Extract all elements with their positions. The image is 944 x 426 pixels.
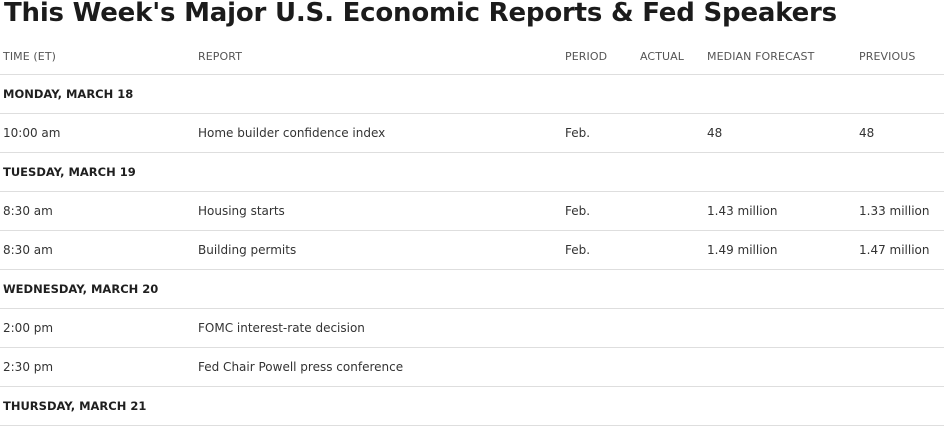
column-header-median-forecast: MEDIAN FORECAST: [704, 39, 856, 75]
actual-cell: [637, 113, 704, 153]
table-row: 8:30 am Building permits Feb. 1.49 milli…: [0, 230, 944, 270]
column-header-previous: PREVIOUS: [856, 39, 944, 75]
median-forecast-cell: [704, 308, 856, 348]
report-cell: Fed Chair Powell press conference: [195, 347, 562, 387]
actual-cell: [637, 230, 704, 270]
page-title: This Week's Major U.S. Economic Reports …: [4, 0, 837, 28]
previous-cell: 1.33 million: [856, 191, 944, 231]
table-row: 2:00 pm FOMC interest-rate decision: [0, 308, 944, 348]
time-cell: 2:00 pm: [0, 308, 195, 348]
time-cell: 8:30 am: [0, 191, 195, 231]
table-header-row: TIME (ET) REPORT PERIOD ACTUAL MEDIAN FO…: [0, 39, 944, 75]
table-row: 10:00 am Home builder confidence index F…: [0, 113, 944, 153]
period-cell: Feb.: [562, 191, 637, 231]
previous-cell: 1.47 million: [856, 230, 944, 270]
report-cell: Housing starts: [195, 191, 562, 231]
report-cell: Home builder confidence index: [195, 113, 562, 153]
report-cell: Building permits: [195, 230, 562, 270]
period-cell: Feb.: [562, 230, 637, 270]
median-forecast-cell: 1.43 million: [704, 191, 856, 231]
actual-cell: [637, 347, 704, 387]
column-header-time: TIME (ET): [0, 39, 195, 75]
day-label: TUESDAY, MARCH 19: [0, 152, 944, 192]
day-header-row: WEDNESDAY, MARCH 20: [0, 269, 944, 309]
column-header-report: REPORT: [195, 39, 562, 75]
actual-cell: [637, 308, 704, 348]
period-cell: Feb.: [562, 113, 637, 153]
median-forecast-cell: [704, 347, 856, 387]
table-row: 8:30 am Housing starts Feb. 1.43 million…: [0, 191, 944, 231]
economic-calendar-table: TIME (ET) REPORT PERIOD ACTUAL MEDIAN FO…: [0, 39, 944, 426]
actual-cell: [637, 191, 704, 231]
previous-cell: 48: [856, 113, 944, 153]
day-header-row: THURSDAY, MARCH 21: [0, 386, 944, 426]
report-cell: FOMC interest-rate decision: [195, 308, 562, 348]
median-forecast-cell: 1.49 million: [704, 230, 856, 270]
day-header-row: MONDAY, MARCH 18: [0, 74, 944, 114]
period-cell: [562, 347, 637, 387]
day-label: WEDNESDAY, MARCH 20: [0, 269, 944, 309]
time-cell: 8:30 am: [0, 230, 195, 270]
time-cell: 2:30 pm: [0, 347, 195, 387]
table-row: 2:30 pm Fed Chair Powell press conferenc…: [0, 347, 944, 387]
previous-cell: [856, 308, 944, 348]
day-label: THURSDAY, MARCH 21: [0, 386, 944, 426]
day-header-row: TUESDAY, MARCH 19: [0, 152, 944, 192]
previous-cell: [856, 347, 944, 387]
time-cell: 10:00 am: [0, 113, 195, 153]
column-header-actual: ACTUAL: [637, 39, 704, 75]
day-label: MONDAY, MARCH 18: [0, 74, 944, 114]
period-cell: [562, 308, 637, 348]
column-header-period: PERIOD: [562, 39, 637, 75]
median-forecast-cell: 48: [704, 113, 856, 153]
